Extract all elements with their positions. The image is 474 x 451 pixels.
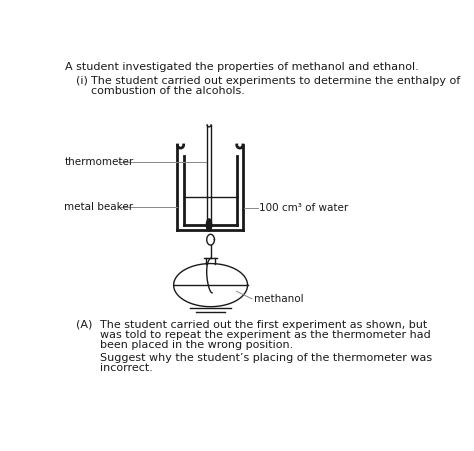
Polygon shape	[206, 219, 212, 231]
Text: methanol: methanol	[254, 294, 303, 304]
Text: thermometer: thermometer	[64, 157, 134, 167]
Text: been placed in the wrong position.: been placed in the wrong position.	[100, 340, 294, 350]
Text: (i): (i)	[76, 76, 88, 86]
Text: Suggest why the student’s placing of the thermometer was: Suggest why the student’s placing of the…	[100, 353, 433, 363]
Text: metal beaker: metal beaker	[64, 202, 133, 212]
Text: 100 cm³ of water: 100 cm³ of water	[259, 203, 348, 213]
Text: The student carried out experiments to determine the enthalpy of: The student carried out experiments to d…	[91, 76, 460, 86]
Text: was told to repeat the experiment as the thermometer had: was told to repeat the experiment as the…	[100, 330, 431, 340]
Text: combustion of the alcohols.: combustion of the alcohols.	[91, 86, 245, 96]
Text: incorrect.: incorrect.	[100, 363, 154, 373]
Text: The student carried out the first experiment as shown, but: The student carried out the first experi…	[100, 320, 428, 330]
Text: (A): (A)	[76, 320, 92, 330]
Text: A student investigated the properties of methanol and ethanol.: A student investigated the properties of…	[65, 62, 419, 72]
